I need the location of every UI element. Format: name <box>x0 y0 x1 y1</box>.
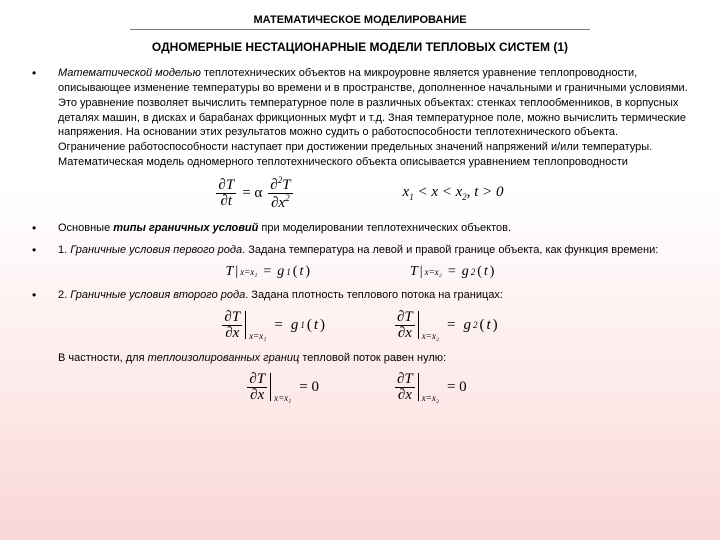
bullet-row-2: • Основные типы граничных условий при мо… <box>32 221 688 237</box>
p5-pre: В частности, для <box>58 352 148 364</box>
p3-it: Граничные условия первого рода <box>70 244 242 256</box>
bullet-dot: • <box>32 243 58 259</box>
p2-post: при моделировании теплотехнических объек… <box>258 222 511 234</box>
bullet-dot: • <box>32 66 58 170</box>
equation-heat: ∂T∂t = α ∂2T∂x2 x1 < x < x2, t > 0 <box>32 176 688 211</box>
eq-heat-left: ∂T∂t = α ∂2T∂x2 <box>216 176 292 211</box>
eq-t: , t > 0 <box>467 184 504 200</box>
bullet-dot: • <box>32 221 58 237</box>
para-2: Основные типы граничных условий при моде… <box>58 221 688 237</box>
bullet-row-4: • 2. Граничные условия второго рода. Зад… <box>32 288 688 304</box>
para-1-tail: Математическая модель одномерного теплот… <box>58 156 628 168</box>
para-4: 2. Граничные условия второго рода. Задан… <box>58 288 688 304</box>
bc2-right: ∂T∂x x=x₂ = g2(t) <box>395 310 498 341</box>
page-header: МАТЕМАТИЧЕСКОЕ МОДЕЛИРОВАНИЕ <box>32 14 688 26</box>
eq-heat-domain: x1 < x < x2, t > 0 <box>403 184 504 202</box>
para-1-body: теплотехнических объектов на микроуровне… <box>58 67 688 153</box>
p5-it: теплоизолированных границ <box>148 352 300 364</box>
page-title: ОДНОМЕРНЫЕ НЕСТАЦИОНАРНЫЕ МОДЕЛИ ТЕПЛОВЫ… <box>32 40 688 54</box>
bc1-left: T|x=x₁ = g1(t) <box>226 264 310 280</box>
header-rule <box>130 29 589 30</box>
para-3: 1. Граничные условия первого рода. Задан… <box>58 243 688 259</box>
bullet-dot: • <box>32 288 58 304</box>
para-5-row: В частности, для теплоизолированных гран… <box>32 351 688 366</box>
para-5: В частности, для теплоизолированных гран… <box>58 351 688 366</box>
p2-bi: типы граничных условий <box>113 222 258 234</box>
bc0-right: ∂T∂x x=x₂ = 0 <box>395 372 473 403</box>
para-1: Математической моделью теплотехнических … <box>58 66 688 170</box>
p4-pre: 2. <box>58 289 70 301</box>
eq-mid: < x < x <box>414 184 463 200</box>
bullet-spacer <box>32 351 58 366</box>
bc1-right: T|x=x₂ = g2(t) <box>410 264 494 280</box>
equation-bc0: ∂T∂x x=x₁ = 0 ∂T∂x x=x₂ = 0 <box>32 372 688 403</box>
p3-pre: 1. <box>58 244 70 256</box>
p2-pre: Основные <box>58 222 113 234</box>
p5-post: тепловой поток равен нулю: <box>299 352 446 364</box>
p4-post: . Задана плотность теплового потока на г… <box>245 289 503 301</box>
equation-bc1: T|x=x₁ = g1(t) T|x=x₂ = g2(t) <box>32 264 688 280</box>
bc2-left: ∂T∂x x=x₁ = g1(t) <box>222 310 325 341</box>
para-1-lead: Математической моделью <box>58 67 201 79</box>
p3-post: . Задана температура на левой и правой г… <box>242 244 658 256</box>
p4-it: Граничные условия второго рода <box>70 289 245 301</box>
bullet-row-1: • Математической моделью теплотехнически… <box>32 66 688 170</box>
bc0-left: ∂T∂x x=x₁ = 0 <box>247 372 325 403</box>
bullet-row-3: • 1. Граничные условия первого рода. Зад… <box>32 243 688 259</box>
equation-bc2: ∂T∂x x=x₁ = g1(t) ∂T∂x x=x₂ = g2(t) <box>32 310 688 341</box>
